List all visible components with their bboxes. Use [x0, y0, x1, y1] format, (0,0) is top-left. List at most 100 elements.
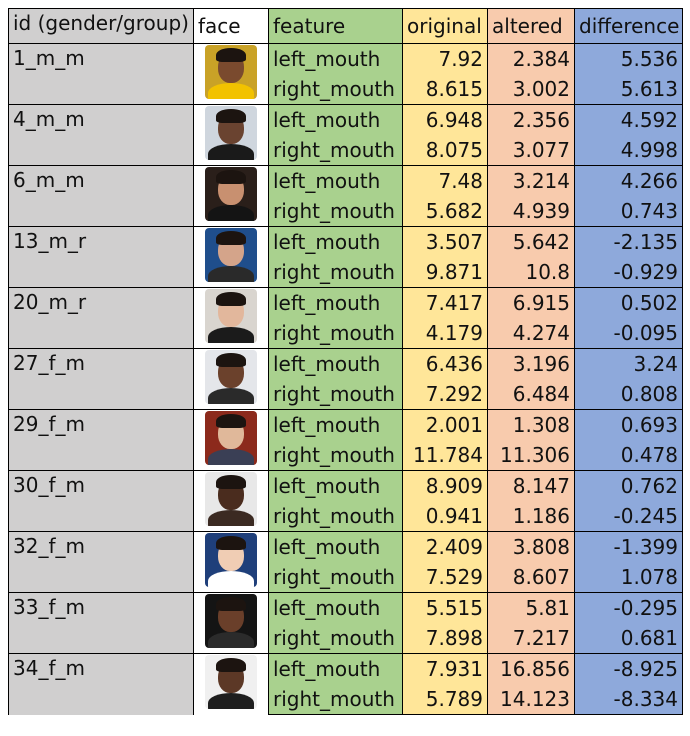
header-face[interactable]: face	[193, 8, 269, 44]
difference-cell[interactable]: -1.399	[574, 531, 683, 562]
feature-cell[interactable]: right_mouth	[268, 684, 403, 715]
face-cell[interactable]	[193, 287, 269, 349]
subject-id-cell[interactable]: 1_m_m	[8, 43, 194, 105]
original-cell[interactable]: 11.784	[402, 440, 488, 471]
feature-cell[interactable]: right_mouth	[268, 440, 403, 471]
altered-cell[interactable]: 2.356	[487, 104, 575, 135]
original-cell[interactable]: 6.436	[402, 348, 488, 379]
face-cell[interactable]	[193, 531, 269, 593]
altered-cell[interactable]: 7.217	[487, 623, 575, 654]
original-cell[interactable]: 5.789	[402, 684, 488, 715]
feature-cell[interactable]: right_mouth	[268, 623, 403, 654]
original-cell[interactable]: 7.48	[402, 165, 488, 196]
difference-cell[interactable]: 1.078	[574, 562, 683, 593]
face-cell[interactable]	[193, 226, 269, 288]
difference-cell[interactable]: 4.998	[574, 135, 683, 166]
altered-cell[interactable]: 6.915	[487, 287, 575, 318]
difference-cell[interactable]: -0.095	[574, 318, 683, 349]
difference-cell[interactable]: -0.245	[574, 501, 683, 532]
feature-cell[interactable]: left_mouth	[268, 287, 403, 318]
original-cell[interactable]: 3.507	[402, 226, 488, 257]
altered-cell[interactable]: 1.186	[487, 501, 575, 532]
original-cell[interactable]: 7.292	[402, 379, 488, 410]
original-cell[interactable]: 7.92	[402, 43, 488, 74]
original-cell[interactable]: 5.515	[402, 592, 488, 623]
subject-id-cell[interactable]: 13_m_r	[8, 226, 194, 288]
original-cell[interactable]: 8.615	[402, 74, 488, 105]
difference-cell[interactable]: 0.502	[574, 287, 683, 318]
difference-cell[interactable]: 4.592	[574, 104, 683, 135]
header-feature[interactable]: feature	[268, 8, 403, 44]
original-cell[interactable]: 7.931	[402, 653, 488, 684]
original-cell[interactable]: 4.179	[402, 318, 488, 349]
original-cell[interactable]: 7.417	[402, 287, 488, 318]
difference-cell[interactable]: -8.925	[574, 653, 683, 684]
header-altered[interactable]: altered	[487, 8, 575, 44]
altered-cell[interactable]: 16.856	[487, 653, 575, 684]
original-cell[interactable]: 7.529	[402, 562, 488, 593]
altered-cell[interactable]: 5.642	[487, 226, 575, 257]
feature-cell[interactable]: right_mouth	[268, 196, 403, 227]
difference-cell[interactable]: 0.762	[574, 470, 683, 501]
difference-cell[interactable]: 0.808	[574, 379, 683, 410]
feature-cell[interactable]: right_mouth	[268, 501, 403, 532]
subject-id-cell[interactable]: 29_f_m	[8, 409, 194, 471]
difference-cell[interactable]: -0.295	[574, 592, 683, 623]
feature-cell[interactable]: left_mouth	[268, 226, 403, 257]
altered-cell[interactable]: 11.306	[487, 440, 575, 471]
difference-cell[interactable]: 0.478	[574, 440, 683, 471]
difference-cell[interactable]: -2.135	[574, 226, 683, 257]
difference-cell[interactable]: -0.929	[574, 257, 683, 288]
feature-cell[interactable]: left_mouth	[268, 531, 403, 562]
difference-cell[interactable]: 5.536	[574, 43, 683, 74]
altered-cell[interactable]: 3.214	[487, 165, 575, 196]
feature-cell[interactable]: left_mouth	[268, 592, 403, 623]
face-cell[interactable]	[193, 653, 269, 715]
subject-id-cell[interactable]: 30_f_m	[8, 470, 194, 532]
face-cell[interactable]	[193, 104, 269, 166]
feature-cell[interactable]: left_mouth	[268, 165, 403, 196]
difference-cell[interactable]: 5.613	[574, 74, 683, 105]
feature-cell[interactable]: right_mouth	[268, 318, 403, 349]
feature-cell[interactable]: left_mouth	[268, 43, 403, 74]
subject-id-cell[interactable]: 27_f_m	[8, 348, 194, 410]
altered-cell[interactable]: 4.274	[487, 318, 575, 349]
original-cell[interactable]: 8.075	[402, 135, 488, 166]
subject-id-cell[interactable]: 33_f_m	[8, 592, 194, 654]
difference-cell[interactable]: 0.743	[574, 196, 683, 227]
feature-cell[interactable]: left_mouth	[268, 653, 403, 684]
feature-cell[interactable]: right_mouth	[268, 74, 403, 105]
original-cell[interactable]: 0.941	[402, 501, 488, 532]
difference-cell[interactable]: 0.681	[574, 623, 683, 654]
altered-cell[interactable]: 6.484	[487, 379, 575, 410]
face-cell[interactable]	[193, 43, 269, 105]
header-original[interactable]: original	[402, 8, 488, 44]
altered-cell[interactable]: 8.147	[487, 470, 575, 501]
feature-cell[interactable]: left_mouth	[268, 470, 403, 501]
original-cell[interactable]: 6.948	[402, 104, 488, 135]
altered-cell[interactable]: 3.002	[487, 74, 575, 105]
altered-cell[interactable]: 8.607	[487, 562, 575, 593]
difference-cell[interactable]: 0.693	[574, 409, 683, 440]
altered-cell[interactable]: 3.196	[487, 348, 575, 379]
feature-cell[interactable]: right_mouth	[268, 379, 403, 410]
difference-cell[interactable]: -8.334	[574, 684, 683, 715]
feature-cell[interactable]: right_mouth	[268, 562, 403, 593]
subject-id-cell[interactable]: 34_f_m	[8, 653, 194, 715]
header-difference[interactable]: difference	[574, 8, 683, 44]
original-cell[interactable]: 9.871	[402, 257, 488, 288]
feature-cell[interactable]: left_mouth	[268, 348, 403, 379]
original-cell[interactable]: 2.001	[402, 409, 488, 440]
altered-cell[interactable]: 14.123	[487, 684, 575, 715]
face-cell[interactable]	[193, 348, 269, 410]
header-id[interactable]: id (gender/group)	[8, 8, 194, 44]
subject-id-cell[interactable]: 6_m_m	[8, 165, 194, 227]
altered-cell[interactable]: 5.81	[487, 592, 575, 623]
subject-id-cell[interactable]: 4_m_m	[8, 104, 194, 166]
altered-cell[interactable]: 10.8	[487, 257, 575, 288]
original-cell[interactable]: 5.682	[402, 196, 488, 227]
altered-cell[interactable]: 4.939	[487, 196, 575, 227]
feature-cell[interactable]: left_mouth	[268, 409, 403, 440]
face-cell[interactable]	[193, 409, 269, 471]
difference-cell[interactable]: 4.266	[574, 165, 683, 196]
